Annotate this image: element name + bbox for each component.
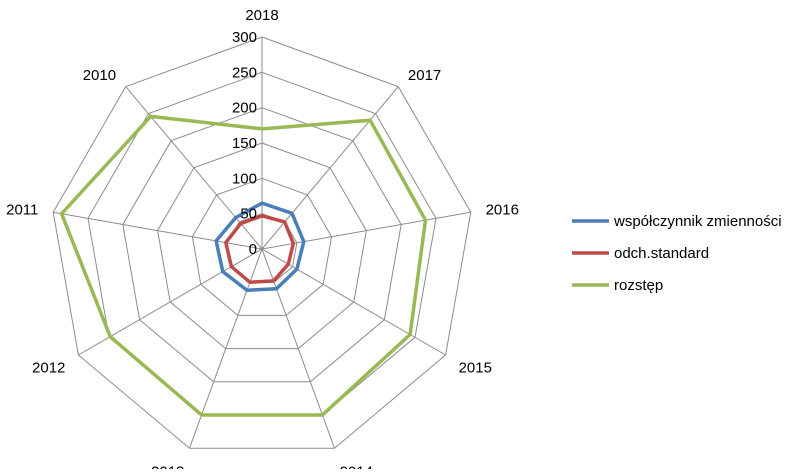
category-labels: 2018 2017 2016 2015 2014 2013 2012 2011 2010 xyxy=(6,7,519,474)
grid-spoke xyxy=(261,248,446,356)
grid-ring xyxy=(157,142,367,350)
tick-label: 50 xyxy=(240,206,257,223)
category-label: 2018 xyxy=(245,7,278,24)
grid-spoke xyxy=(125,86,263,250)
legend-label: odch.standard xyxy=(614,245,709,262)
tick-label: 300 xyxy=(232,29,257,46)
tick-label: 200 xyxy=(232,100,257,117)
category-label: 2012 xyxy=(32,360,65,377)
category-label: 2014 xyxy=(340,463,373,469)
grid-spoke xyxy=(261,86,399,250)
grid-ring xyxy=(122,107,402,383)
series-line-0 xyxy=(214,201,306,292)
category-label: 2017 xyxy=(408,67,441,84)
tick-label: 0 xyxy=(249,241,257,258)
category-label: 2011 xyxy=(6,202,38,219)
radar-series xyxy=(59,114,428,417)
category-label: 2013 xyxy=(151,463,184,469)
category-label: 2016 xyxy=(486,202,519,219)
series-line-2 xyxy=(59,114,428,417)
category-label: 2010 xyxy=(83,67,116,84)
grid-ring xyxy=(52,36,472,449)
legend-label: współczynnik zmienności xyxy=(613,213,782,230)
legend-label: rozstęp xyxy=(614,277,663,294)
legend: współczynnik zmienności odch.standard rozs… xyxy=(572,213,782,294)
grid-spoke xyxy=(78,248,263,356)
radial-tick-labels: 0 50 100 150 200 250 300 xyxy=(232,29,257,258)
tick-label: 150 xyxy=(232,135,257,152)
grid-spoke xyxy=(261,211,471,250)
tick-label: 100 xyxy=(232,170,257,187)
radar-grid xyxy=(52,36,472,449)
category-label: 2015 xyxy=(459,360,492,377)
grid-spoke xyxy=(53,211,263,250)
series-line-1 xyxy=(223,213,296,284)
tick-label: 250 xyxy=(232,64,257,81)
grid-ring xyxy=(191,177,333,316)
